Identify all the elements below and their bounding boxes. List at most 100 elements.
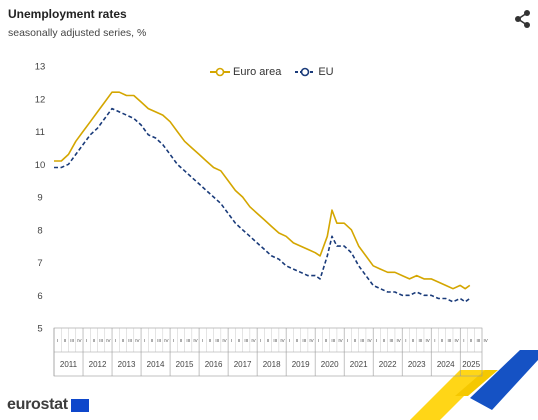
x-quarter-label: IV bbox=[483, 338, 487, 343]
x-year-label: 2018 bbox=[263, 360, 281, 369]
x-quarter-label: II bbox=[93, 338, 96, 343]
x-quarter-label: II bbox=[296, 338, 299, 343]
x-year-label: 2024 bbox=[437, 360, 455, 369]
x-quarter-label: II bbox=[412, 338, 415, 343]
x-quarter-label: I bbox=[347, 338, 348, 343]
x-year-label: 2022 bbox=[379, 360, 397, 369]
x-quarter-label: III bbox=[99, 338, 103, 343]
x-quarter-label: III bbox=[186, 338, 190, 343]
x-year-label: 2013 bbox=[118, 360, 136, 369]
x-quarter-label: I bbox=[405, 338, 406, 343]
x-quarter-label: IV bbox=[396, 338, 400, 343]
x-quarter-label: II bbox=[209, 338, 212, 343]
x-quarter-label: IV bbox=[338, 338, 342, 343]
x-quarter-label: II bbox=[354, 338, 357, 343]
share-icon[interactable] bbox=[512, 8, 534, 30]
x-quarter-label: I bbox=[57, 338, 58, 343]
x-year-label: 2012 bbox=[89, 360, 107, 369]
x-quarter-label: I bbox=[434, 338, 435, 343]
y-tick-label: 13 bbox=[35, 62, 46, 73]
legend-dashed-marker-icon bbox=[295, 67, 316, 77]
x-quarter-label: I bbox=[144, 338, 145, 343]
x-quarter-label: II bbox=[238, 338, 241, 343]
x-year-label: 2014 bbox=[147, 360, 165, 369]
x-quarter-label: I bbox=[289, 338, 290, 343]
x-quarter-label: II bbox=[470, 338, 473, 343]
x-quarter-label: III bbox=[157, 338, 161, 343]
legend-item-eu[interactable]: EU bbox=[295, 66, 334, 78]
legend-label-euro-area: Euro area bbox=[233, 66, 282, 78]
x-year-label: 2019 bbox=[292, 360, 310, 369]
chart-legend: Euro area EU bbox=[210, 66, 334, 78]
y-tick-label: 11 bbox=[35, 127, 45, 138]
x-quarter-label: II bbox=[383, 338, 386, 343]
x-quarter-label: IV bbox=[425, 338, 429, 343]
x-quarter-label: II bbox=[64, 338, 67, 343]
x-quarter-label: I bbox=[86, 338, 87, 343]
y-tick-label: 8 bbox=[37, 225, 42, 236]
x-quarter-label: I bbox=[376, 338, 377, 343]
x-quarter-label: III bbox=[360, 338, 364, 343]
x-quarter-label: IV bbox=[106, 338, 110, 343]
x-quarter-label: III bbox=[128, 338, 132, 343]
chart-subtitle: seasonally adjusted series, % bbox=[8, 27, 147, 39]
x-quarter-label: IV bbox=[367, 338, 371, 343]
x-quarter-label: II bbox=[441, 338, 444, 343]
x-quarter-label: IV bbox=[454, 338, 458, 343]
x-quarter-label: III bbox=[447, 338, 451, 343]
x-year-label: 2016 bbox=[205, 360, 223, 369]
x-quarter-label: III bbox=[476, 338, 480, 343]
x-quarter-label: I bbox=[231, 338, 232, 343]
legend-label-eu: EU bbox=[318, 66, 334, 78]
x-quarter-label: II bbox=[122, 338, 125, 343]
x-quarter-label: II bbox=[325, 338, 328, 343]
x-quarter-label: I bbox=[115, 338, 116, 343]
x-quarter-label: III bbox=[70, 338, 74, 343]
x-quarter-label: IV bbox=[164, 338, 168, 343]
x-quarter-label: III bbox=[302, 338, 306, 343]
y-tick-label: 7 bbox=[37, 258, 42, 269]
x-year-label: 2015 bbox=[176, 360, 194, 369]
x-year-label: 2017 bbox=[234, 360, 252, 369]
legend-item-euro-area[interactable]: Euro area bbox=[210, 66, 281, 78]
x-year-label: 2025 bbox=[462, 360, 480, 369]
eu-flag-icon bbox=[70, 398, 89, 412]
x-quarter-label: IV bbox=[135, 338, 139, 343]
x-year-label: 2021 bbox=[350, 360, 368, 369]
x-quarter-label: I bbox=[202, 338, 203, 343]
x-quarter-label: III bbox=[418, 338, 422, 343]
x-quarter-label: I bbox=[260, 338, 261, 343]
x-quarter-label: IV bbox=[251, 338, 255, 343]
legend-solid-marker-icon bbox=[210, 67, 230, 77]
eurostat-logo: eurostat bbox=[7, 396, 89, 414]
x-quarter-label: IV bbox=[193, 338, 197, 343]
chart-title: Unemployment rates bbox=[8, 7, 127, 21]
x-quarter-label: II bbox=[180, 338, 183, 343]
x-year-label: 2011 bbox=[60, 360, 78, 369]
y-tick-label: 5 bbox=[37, 324, 42, 335]
x-quarter-label: IV bbox=[77, 338, 81, 343]
x-quarter-label: II bbox=[151, 338, 154, 343]
series-line-euro-area[interactable] bbox=[54, 91, 471, 290]
x-quarter-label: III bbox=[331, 338, 335, 343]
x-quarter-label: IV bbox=[222, 338, 226, 343]
x-quarter-label: III bbox=[389, 338, 393, 343]
decorative-chevron bbox=[410, 350, 538, 420]
x-quarter-label: IV bbox=[309, 338, 313, 343]
x-quarter-label: II bbox=[267, 338, 270, 343]
x-year-label: 2023 bbox=[408, 360, 426, 369]
brand-name: eurostat bbox=[7, 396, 68, 413]
series-line-eu[interactable] bbox=[54, 107, 471, 303]
x-quarter-label: III bbox=[273, 338, 277, 343]
x-quarter-label: I bbox=[463, 338, 464, 343]
y-tick-label: 12 bbox=[35, 94, 46, 105]
x-quarter-label: I bbox=[173, 338, 174, 343]
x-quarter-label: III bbox=[215, 338, 219, 343]
x-quarter-label: I bbox=[318, 338, 319, 343]
x-year-label: 2020 bbox=[321, 360, 339, 369]
x-quarter-label: III bbox=[244, 338, 248, 343]
y-tick-label: 10 bbox=[35, 160, 46, 171]
x-quarter-label: IV bbox=[280, 338, 284, 343]
y-tick-label: 6 bbox=[37, 291, 42, 302]
